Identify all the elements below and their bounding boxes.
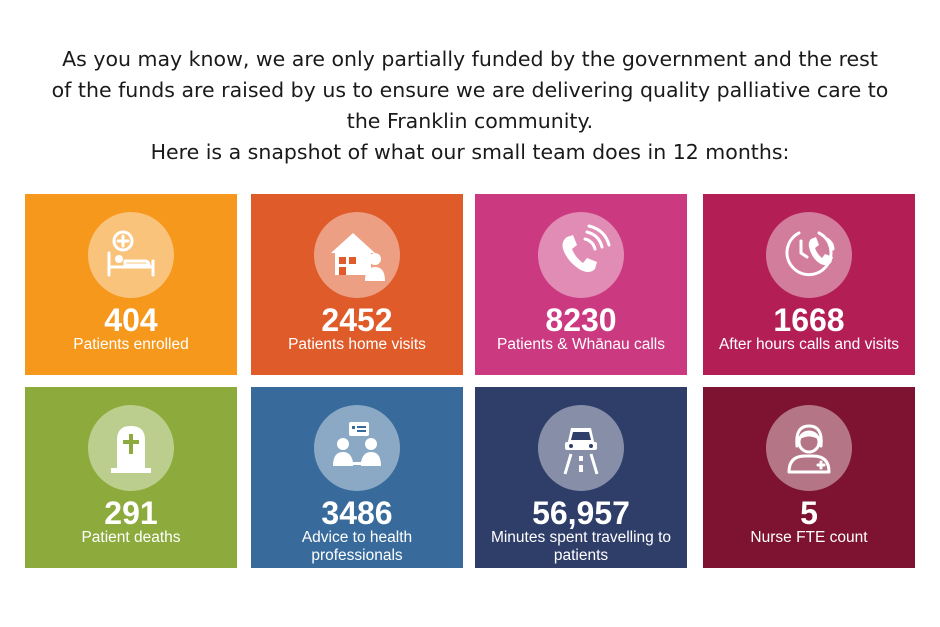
consultation-icon bbox=[314, 405, 400, 491]
stat-tile-patient-deaths: 291 Patient deaths bbox=[25, 387, 237, 568]
stat-tile-whanau-calls: 8230 Patients & Whānau calls bbox=[475, 194, 687, 375]
stat-tile-patients-enrolled: 404 Patients enrolled bbox=[25, 194, 237, 375]
stat-value: 8230 bbox=[545, 302, 617, 338]
stat-value: 2452 bbox=[321, 302, 393, 338]
stat-tile-after-hours: 1668 After hours calls and visits bbox=[703, 194, 915, 375]
car-road-icon bbox=[538, 405, 624, 491]
stat-label: Minutes spent travelling to patients bbox=[490, 529, 672, 564]
stat-label: Patients home visits bbox=[288, 336, 426, 353]
stat-value: 291 bbox=[104, 495, 158, 531]
stat-label: Patient deaths bbox=[81, 529, 181, 546]
patient-bed-icon bbox=[88, 212, 174, 298]
stat-label: After hours calls and visits bbox=[718, 336, 900, 353]
stat-value: 5 bbox=[800, 495, 818, 531]
stat-value: 56,957 bbox=[532, 495, 630, 531]
stat-label: Nurse FTE count bbox=[750, 529, 868, 546]
headstone-icon bbox=[88, 405, 174, 491]
home-visit-icon bbox=[314, 212, 400, 298]
after-hours-phone-icon bbox=[766, 212, 852, 298]
stat-label: Patients enrolled bbox=[73, 336, 189, 353]
stat-value: 404 bbox=[104, 302, 158, 338]
stat-value: 1668 bbox=[773, 302, 845, 338]
stat-label: Advice to health professionals bbox=[301, 529, 413, 564]
nurse-icon bbox=[766, 405, 852, 491]
intro-line-3: the Franklin community. bbox=[346, 109, 594, 133]
stat-tile-health-advice: 3486 Advice to health professionals bbox=[251, 387, 463, 568]
stat-tile-travel-minutes: 56,957 Minutes spent travelling to patie… bbox=[475, 387, 687, 568]
phone-calls-icon bbox=[538, 212, 624, 298]
stat-value: 3486 bbox=[321, 495, 393, 531]
intro-line-4: Here is a snapshot of what our small tea… bbox=[150, 140, 790, 164]
intro-line-2: of the funds are raised by us to ensure … bbox=[51, 78, 889, 102]
stat-label: Patients & Whānau calls bbox=[496, 336, 665, 353]
intro-text: As you may know, we are only partially f… bbox=[20, 44, 920, 168]
stat-tile-home-visits: 2452 Patients home visits bbox=[251, 194, 463, 375]
intro-line-1: As you may know, we are only partially f… bbox=[62, 47, 878, 71]
stat-tile-nurse-fte: 5 Nurse FTE count bbox=[703, 387, 915, 568]
